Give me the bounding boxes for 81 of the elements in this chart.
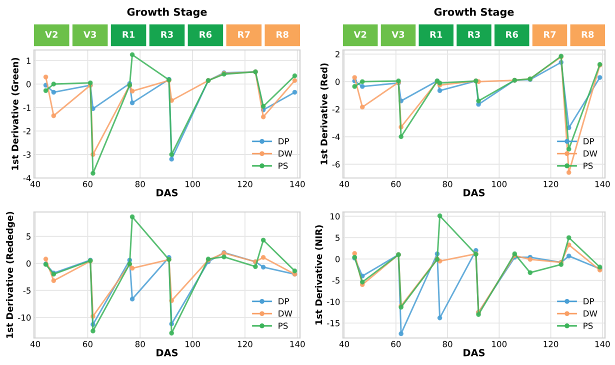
- x-tick-label: 80: [135, 340, 145, 348]
- x-tick-label: 100: [186, 340, 200, 348]
- y-tick-label: 5: [26, 233, 30, 240]
- x-tick-label: 140: [595, 180, 610, 188]
- x-tick-label: 140: [290, 340, 305, 348]
- x-tick-label: 80: [442, 180, 452, 188]
- y-axis-title: 1st Derivative (Red): [320, 63, 328, 164]
- y-axis-title: 1st Derivative (Rededge): [6, 212, 15, 338]
- y-tick-label: -15: [327, 320, 340, 326]
- chart-title: Growth Stage: [434, 8, 514, 18]
- x-tick-label: 120: [544, 180, 558, 188]
- text: R3: [161, 31, 173, 38]
- y-tick-label: 0: [26, 81, 31, 88]
- y-tick-label: 1: [26, 58, 30, 64]
- x-tick-label: 140: [595, 340, 610, 348]
- x-tick-label: 40: [30, 340, 40, 348]
- y-tick-label: 10: [330, 213, 340, 220]
- legend-label: PS: [278, 162, 288, 169]
- y-tick-label: -5: [23, 288, 30, 294]
- legend-label: PS: [584, 162, 593, 169]
- y-tick-label: 0: [335, 256, 340, 262]
- y-tick-label: -2: [332, 106, 340, 112]
- x-axis-title: DAS: [156, 189, 178, 196]
- legend-label: DW: [278, 150, 292, 157]
- legend-label: DW: [278, 310, 292, 317]
- legend-label: DW: [584, 150, 598, 157]
- x-tick-label: 120: [238, 180, 252, 188]
- x-tick-label: 100: [492, 180, 507, 188]
- legend-label: DP: [278, 298, 289, 304]
- y-tick-label: -10: [327, 298, 340, 305]
- text: R7: [544, 31, 556, 38]
- text: R6: [506, 31, 518, 38]
- y-tick-label: -6: [332, 161, 340, 168]
- text: R3: [468, 31, 480, 38]
- x-tick-label: 100: [492, 340, 507, 348]
- x-tick-label: 60: [83, 340, 92, 348]
- y-tick-label: 0: [26, 260, 31, 267]
- x-tick-label: 40: [339, 340, 350, 348]
- text: R6: [200, 31, 212, 38]
- x-tick-label: 40: [30, 180, 40, 188]
- text: V3: [392, 31, 404, 38]
- x-tick-label: 80: [442, 340, 452, 348]
- y-axis-title: 1st Derivative (NIR): [315, 225, 324, 324]
- x-tick-label: 120: [544, 340, 558, 348]
- legend-label: PS: [278, 322, 288, 329]
- text: V2: [45, 31, 58, 38]
- x-tick-label: 140: [290, 180, 305, 188]
- x-tick-label: 100: [186, 180, 200, 188]
- x-tick-label: 40: [339, 180, 350, 188]
- text: R7: [238, 31, 250, 38]
- x-tick-label: 60: [391, 340, 401, 348]
- x-tick-label: 60: [83, 180, 92, 188]
- legend-label: PS: [584, 322, 593, 329]
- y-tick-label: -3: [23, 151, 31, 158]
- y-tick-label: -2: [23, 128, 30, 134]
- text: V2: [354, 31, 366, 38]
- text: R1: [122, 31, 135, 38]
- legend-label: DP: [584, 298, 594, 304]
- y-tick-label: -1: [23, 104, 30, 111]
- y-tick-label: -4: [332, 134, 340, 140]
- y-axis-title: 1st Derivative (Green): [11, 58, 20, 170]
- legend-label: DW: [584, 310, 598, 317]
- y-tick-label: 5: [336, 234, 340, 241]
- x-axis-title: DAS: [156, 349, 178, 356]
- text: R8: [582, 31, 594, 38]
- text: R8: [276, 31, 288, 38]
- chart-title: Growth Stage: [127, 8, 207, 18]
- y-tick-label: -5: [332, 277, 340, 284]
- legend-label: DP: [278, 138, 289, 144]
- y-tick-label: -4: [23, 175, 31, 182]
- y-tick-label: 2: [336, 51, 340, 58]
- x-axis-title: DAS: [464, 189, 485, 196]
- y-tick-label: 0: [335, 78, 340, 85]
- legend-label: DP: [584, 138, 594, 144]
- y-tick-label: -10: [18, 314, 31, 321]
- x-tick-label: 60: [391, 180, 401, 188]
- text: R1: [430, 31, 442, 38]
- x-tick-label: 80: [135, 180, 145, 188]
- x-tick-label: 120: [238, 340, 252, 348]
- x-axis-title: DAS: [464, 349, 485, 356]
- text: V3: [84, 31, 96, 38]
